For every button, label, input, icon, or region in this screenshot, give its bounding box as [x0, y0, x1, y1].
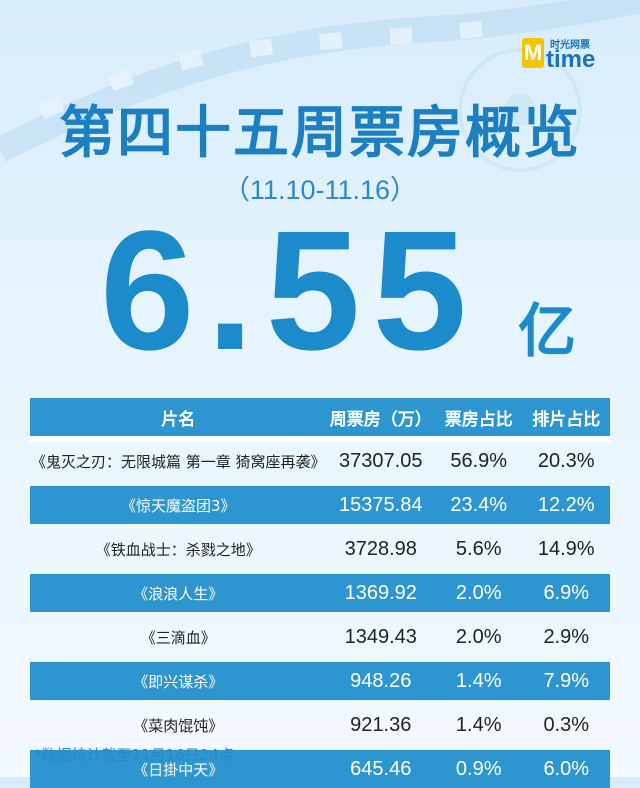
box-office-value: 37307.05: [339, 449, 423, 472]
box-share-value: 1.4%: [455, 713, 502, 736]
screen-share-value: 20.3%: [537, 449, 595, 472]
box-share-value: 2.0%: [455, 625, 502, 648]
table-row: 《三滴血》 1349.43 2.0% 2.9%: [30, 618, 610, 656]
table-row: 《鬼灭之刃：无限城篇 第一章 猗窝座再袭》 37307.05 56.9% 20.…: [30, 439, 610, 480]
screen-share-value: 14.9%: [537, 537, 595, 560]
box-office-value: 645.46: [326, 750, 435, 788]
box-office-value: 1369.92: [326, 574, 435, 612]
screen-share-value: 12.2%: [522, 486, 610, 524]
date-range: （11.10-11.16）: [222, 175, 418, 205]
table-row: 《惊天魔盗团3》 15375.84 23.4% 12.2%: [30, 486, 610, 524]
total-box-office: 6.55 亿: [100, 196, 576, 386]
screen-share-value: 0.3%: [543, 713, 590, 736]
film-title: 《浪浪人生》: [30, 574, 327, 612]
film-title: 《三滴血》: [140, 628, 216, 647]
box-share-value: 1.4%: [434, 662, 523, 700]
table-header: 片名 周票房（万） 票房占比 排片占比: [30, 398, 610, 442]
header-screen-share: 排片占比: [522, 398, 610, 442]
logo-text: time: [546, 46, 596, 73]
film-title: 《铁血战士：杀戮之地》: [95, 540, 261, 559]
screen-share-value: 2.9%: [543, 625, 590, 648]
box-office-table: 片名 周票房（万） 票房占比 排片占比 《鬼灭之刃：无限城篇 第一章 猗窝座再袭…: [30, 398, 610, 788]
screen-share-value: 6.0%: [522, 750, 610, 788]
screen-share-value: 6.9%: [522, 574, 610, 612]
box-share-value: 5.6%: [455, 537, 502, 560]
box-office-value: 15375.84: [326, 486, 435, 524]
total-unit: 亿: [518, 299, 577, 364]
page-title: 第四十五周票房概览: [59, 101, 581, 166]
box-office-value: 921.36: [350, 713, 412, 736]
film-title: 《菜肉馄饨》: [133, 716, 224, 735]
table-row: 《浪浪人生》 1369.92 2.0% 6.9%: [30, 574, 610, 612]
table-row: 《菜肉馄饨》 921.36 1.4% 0.3%: [30, 706, 610, 744]
header-box-office: 周票房（万）: [326, 398, 435, 442]
box-office-value: 1349.43: [344, 625, 417, 648]
film-title: 《即兴谋杀》: [30, 662, 327, 700]
footnote: *数据统计截至11月16日24点: [34, 746, 234, 764]
mtime-logo: M 时光网票 time: [522, 36, 618, 73]
total-value: 6.55: [100, 196, 479, 386]
logo-subtext: 时光网票: [550, 40, 590, 51]
box-share-value: 23.4%: [434, 486, 523, 524]
film-title: 《鬼灭之刃：无限城篇 第一章 猗窝座再袭》: [31, 452, 326, 471]
box-share-value: 0.9%: [434, 750, 523, 788]
box-share-value: 2.0%: [434, 574, 523, 612]
table-row: 《铁血战士：杀戮之地》 3728.98 5.6% 14.9%: [30, 530, 610, 568]
table-row: 《即兴谋杀》 948.26 1.4% 7.9%: [30, 662, 610, 700]
film-title: 《惊天魔盗团3》: [30, 486, 327, 524]
logo-mark: M: [522, 38, 544, 68]
header-film: 片名: [30, 398, 327, 442]
screen-share-value: 7.9%: [522, 662, 610, 700]
box-share-value: 56.9%: [450, 449, 508, 472]
header-box-share: 票房占比: [434, 398, 523, 442]
box-office-value: 3728.98: [344, 537, 417, 560]
box-office-value: 948.26: [326, 662, 435, 700]
